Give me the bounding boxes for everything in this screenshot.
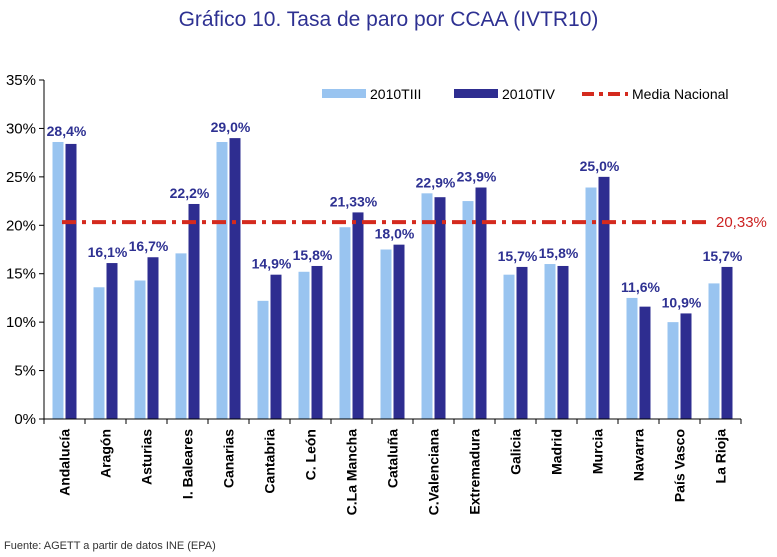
y-tick-label: 35%: [6, 72, 36, 89]
data-label: 15,8%: [539, 245, 579, 261]
bar-2010TIII: [585, 187, 597, 419]
data-label: 21,33%: [330, 193, 378, 209]
x-tick-label: Cataluña: [385, 429, 401, 488]
y-tick-label: 15%: [6, 266, 36, 283]
x-tick-label: C. León: [303, 429, 319, 480]
x-tick-label: C.La Mancha: [344, 429, 360, 516]
media-nacional-value: 20,33%: [716, 214, 767, 231]
data-label: 16,7%: [129, 238, 169, 254]
bar-2010TIV: [65, 143, 77, 419]
data-label: 25,0%: [580, 158, 620, 174]
bar-2010TIII: [216, 141, 228, 419]
bar-2010TIII: [708, 283, 720, 419]
bar-2010TIII: [134, 280, 146, 419]
x-tick-label: Galicia: [508, 429, 524, 475]
legend-label-2010TIII: 2010TIII: [370, 86, 421, 102]
x-tick-label: Navarra: [631, 429, 647, 481]
y-tick-label: 20%: [6, 217, 36, 234]
bar-2010TIII: [298, 271, 310, 419]
bar-2010TIII: [462, 201, 474, 419]
chart-title: Gráfico 10. Tasa de paro por CCAA (IVTR1…: [178, 8, 599, 31]
data-label: 18,0%: [375, 226, 415, 242]
x-tick-label: I. Baleares: [180, 429, 196, 499]
bar-2010TIII: [667, 322, 679, 419]
bar-2010TIII: [380, 249, 392, 419]
bar-2010TIV: [434, 197, 446, 419]
bar-2010TIV: [106, 263, 118, 419]
bar-2010TIII: [52, 141, 64, 419]
bar-2010TIV: [311, 265, 323, 419]
bar-2010TIII: [339, 227, 351, 419]
data-label: 14,9%: [252, 256, 292, 272]
bar-2010TIV: [147, 257, 159, 419]
bar-2010TIV: [516, 266, 528, 419]
y-tick-label: 30%: [6, 120, 36, 137]
y-tick-label: 10%: [6, 314, 36, 331]
data-label: 11,6%: [621, 279, 660, 295]
bar-2010TIV: [598, 176, 610, 419]
data-label: 15,7%: [498, 248, 538, 264]
x-tick-label: Asturias: [139, 429, 155, 485]
bar-2010TIV: [721, 266, 733, 419]
x-tick-label: La Rioja: [713, 429, 729, 484]
bar-2010TIV: [680, 313, 692, 419]
x-tick-label: Andalucía: [57, 429, 73, 496]
bar-2010TIII: [626, 297, 638, 419]
bar-2010TIII: [503, 274, 515, 419]
legend-swatch-2010TIV: [454, 89, 498, 98]
y-tick-label: 5%: [14, 363, 36, 380]
bar-2010TIII: [93, 287, 105, 419]
bar-2010TIII: [175, 253, 187, 419]
bar-2010TIII: [421, 193, 433, 419]
legend-swatch-2010TIII: [322, 89, 366, 98]
data-label: 15,8%: [293, 247, 333, 263]
x-tick-label: Canarias: [221, 429, 237, 488]
data-label: 28,4%: [47, 123, 87, 139]
bar-2010TIV: [475, 187, 487, 419]
x-tick-label: Extremadura: [467, 429, 483, 515]
bar-2010TIV: [270, 274, 282, 419]
legend-label-media-nacional: Media Nacional: [632, 86, 729, 102]
bar-2010TIV: [352, 212, 364, 419]
x-tick-label: País Vasco: [672, 429, 688, 502]
data-label: 10,9%: [662, 294, 702, 310]
bar-2010TIII: [544, 264, 556, 419]
bar-2010TIV: [229, 138, 241, 419]
bar-2010TIV: [393, 244, 405, 419]
x-tick-label: Aragón: [98, 429, 114, 478]
legend-label-2010TIV: 2010TIV: [502, 86, 556, 102]
data-label: 15,7%: [703, 248, 743, 264]
bar-2010TIV: [639, 306, 651, 419]
bar-2010TIV: [188, 203, 200, 419]
source-note: Fuente: AGETT a partir de datos INE (EPA…: [4, 540, 216, 552]
data-label: 22,9%: [416, 174, 456, 190]
y-tick-label: 0%: [14, 411, 36, 428]
x-tick-label: Madrid: [549, 429, 565, 475]
y-tick-label: 25%: [6, 169, 36, 186]
data-label: 29,0%: [211, 119, 251, 135]
data-label: 22,2%: [170, 185, 210, 201]
data-label: 23,9%: [457, 169, 497, 185]
bar-2010TIV: [557, 265, 569, 419]
x-tick-label: Murcia: [590, 429, 606, 474]
bar-2010TIII: [257, 300, 269, 419]
x-tick-label: Cantabria: [262, 429, 278, 494]
x-tick-label: C.Valenciana: [426, 429, 442, 516]
data-label: 16,1%: [88, 244, 128, 260]
